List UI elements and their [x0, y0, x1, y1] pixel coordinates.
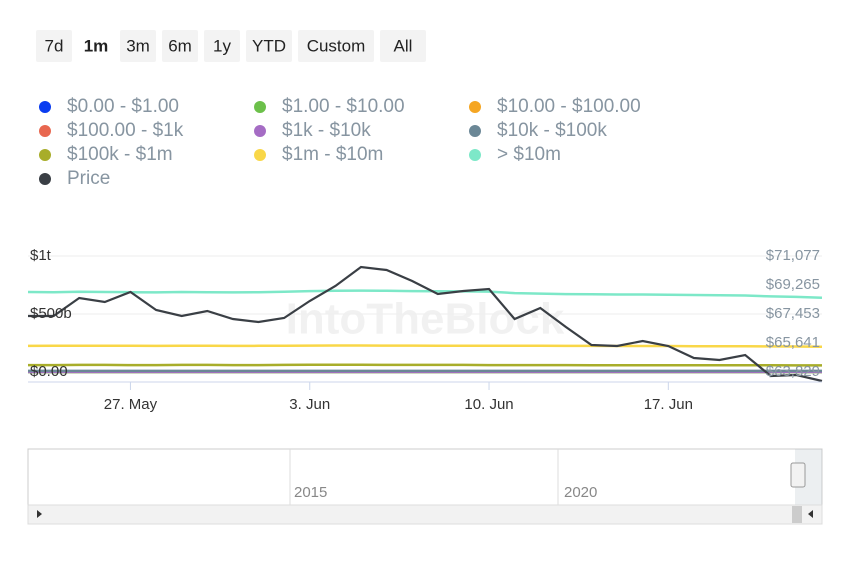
- legend-marker[interactable]: [469, 125, 481, 137]
- navigator-handle[interactable]: [790, 462, 806, 488]
- range-button-label[interactable]: 6m: [168, 36, 192, 55]
- scroll-left[interactable]: [37, 510, 42, 518]
- x-tick-label: 27. May: [104, 396, 158, 413]
- range-button[interactable]: [162, 30, 198, 62]
- range-button-label[interactable]: YTD: [252, 36, 286, 55]
- y2-tick-label: $69,265: [766, 276, 820, 293]
- y2-tick-label: $63,829: [766, 363, 820, 380]
- legend-marker[interactable]: [254, 125, 266, 137]
- legend-label[interactable]: $1k - $10k: [282, 120, 371, 141]
- range-button-label[interactable]: 1y: [213, 36, 231, 55]
- legend-marker[interactable]: [39, 149, 51, 161]
- legend-marker[interactable]: [39, 125, 51, 137]
- x-tick-label: 17. Jun: [644, 396, 693, 413]
- legend-label[interactable]: $0.00 - $1.00: [67, 96, 179, 117]
- legend-label[interactable]: $1m - $10m: [282, 144, 383, 165]
- range-button-label[interactable]: 7d: [45, 36, 64, 55]
- navigator-frame: [27, 448, 823, 506]
- y-tick-label: $0.00: [30, 363, 68, 380]
- legend-label[interactable]: Price: [67, 168, 110, 189]
- y2-tick-label: $67,453: [766, 305, 820, 322]
- y-tick-label: $500b: [30, 305, 72, 322]
- scrollbar[interactable]: [27, 504, 823, 525]
- navigator-label: 2015: [294, 484, 327, 501]
- range-button-label[interactable]: Custom: [307, 36, 366, 55]
- legend-label[interactable]: $10k - $100k: [497, 120, 607, 141]
- y-tick-label: $1t: [30, 247, 52, 264]
- series-line: [28, 265, 823, 383]
- legend-marker[interactable]: [39, 173, 51, 185]
- x-tick-label: 10. Jun: [464, 396, 513, 413]
- y2-tick-label: $65,641: [766, 334, 820, 351]
- scroll-right[interactable]: [808, 510, 813, 518]
- navigator-label: 2020: [564, 484, 597, 501]
- watermark: IntoTheBlock: [286, 295, 565, 344]
- series-line: [28, 363, 822, 367]
- series-line: [27, 289, 823, 300]
- range-button[interactable]: [120, 30, 156, 62]
- legend-label[interactable]: $100.00 - $1k: [67, 120, 184, 141]
- range-button[interactable]: [246, 30, 292, 62]
- range-button-label[interactable]: All: [394, 36, 413, 55]
- legend-marker[interactable]: [469, 149, 481, 161]
- range-button[interactable]: [298, 30, 374, 62]
- series-line: [27, 344, 823, 348]
- legend-label[interactable]: > $10m: [497, 144, 561, 165]
- range-button-label[interactable]: 1m: [84, 36, 109, 55]
- scrollbar-thumb[interactable]: [792, 506, 802, 523]
- legend-marker[interactable]: [39, 101, 51, 113]
- range-button[interactable]: [36, 30, 72, 62]
- x-tick-label: 3. Jun: [289, 396, 330, 413]
- range-button-label[interactable]: 3m: [126, 36, 150, 55]
- range-button[interactable]: [380, 30, 426, 62]
- legend-marker[interactable]: [254, 101, 266, 113]
- legend-label[interactable]: $100k - $1m: [67, 144, 173, 165]
- legend-label[interactable]: $1.00 - $10.00: [282, 96, 405, 117]
- y2-tick-label: $71,077: [766, 247, 820, 264]
- legend-marker[interactable]: [254, 149, 266, 161]
- legend-marker[interactable]: [469, 101, 481, 113]
- legend-label[interactable]: $10.00 - $100.00: [497, 96, 641, 117]
- range-button[interactable]: [78, 30, 114, 62]
- range-button[interactable]: [204, 30, 240, 62]
